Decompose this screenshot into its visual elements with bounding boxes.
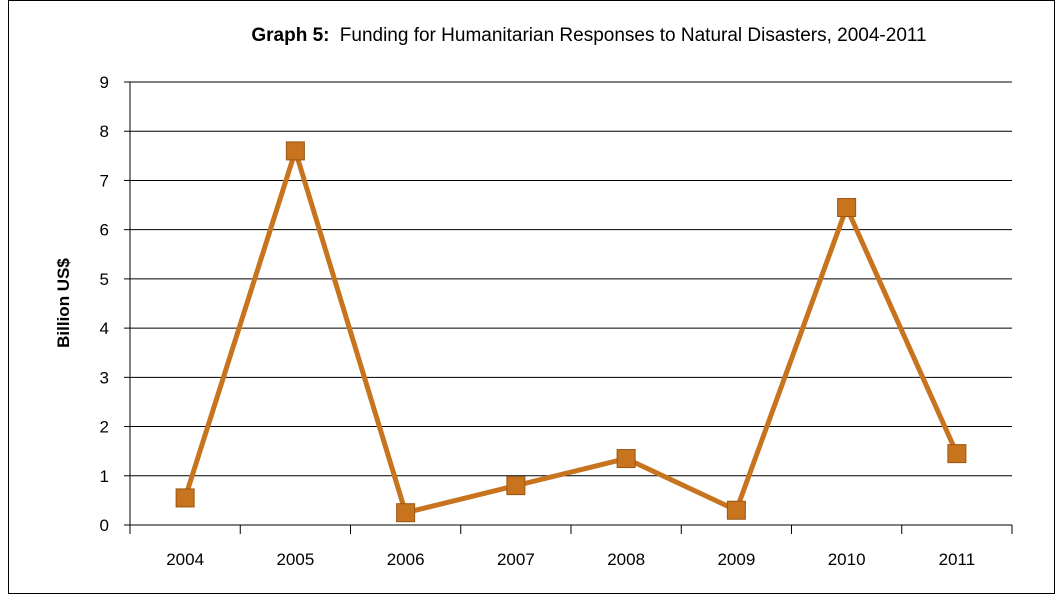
chart-title: Graph 5: Funding for Humanitarian Respon… — [251, 25, 926, 46]
chart-title-main: Funding for Humanitarian Responses to Na… — [340, 25, 927, 46]
y-tick-label: 2 — [100, 418, 109, 437]
data-point-marker — [285, 141, 305, 161]
y-tick-label: 9 — [100, 73, 109, 92]
data-point-marker — [175, 488, 195, 508]
gridlines — [130, 81, 1012, 477]
series — [175, 141, 967, 523]
y-tick-label: 8 — [100, 122, 109, 141]
data-point-marker — [506, 476, 526, 496]
data-point-marker — [726, 500, 746, 520]
data-point-marker — [837, 198, 857, 218]
x-tick-label: 2006 — [387, 550, 425, 569]
axes — [124, 81, 1013, 534]
series-line — [182, 148, 960, 516]
x-tick-label: 2011 — [939, 550, 976, 569]
y-tick-labels: 0 1 2 3 4 5 6 7 8 9 — [100, 73, 109, 535]
y-tick-label: 5 — [100, 270, 109, 289]
x-tick-label: 2004 — [166, 550, 204, 569]
y-tick-label: 0 — [100, 516, 109, 535]
chart-title-prefix: Graph 5: — [251, 25, 329, 46]
x-tick-label: 2007 — [497, 550, 535, 569]
data-point-marker — [947, 444, 967, 464]
x-tick-label: 2005 — [276, 550, 314, 569]
data-point-marker — [396, 503, 416, 523]
x-tick-label: 2008 — [607, 550, 645, 569]
y-tick-label: 1 — [100, 467, 109, 486]
y-tick-label: 4 — [100, 319, 109, 338]
y-tick-label: 7 — [100, 171, 109, 190]
y-tick-label: 6 — [100, 221, 109, 240]
y-tick-label: 3 — [100, 368, 109, 387]
data-point-marker — [616, 449, 636, 469]
x-tick-label: 2010 — [828, 550, 866, 569]
y-axis-label: Billion US$ — [54, 258, 73, 348]
x-tick-label: 2009 — [717, 550, 755, 569]
x-tick-labels: 2004 2005 2006 2007 2008 2009 2010 2011 — [166, 550, 975, 569]
